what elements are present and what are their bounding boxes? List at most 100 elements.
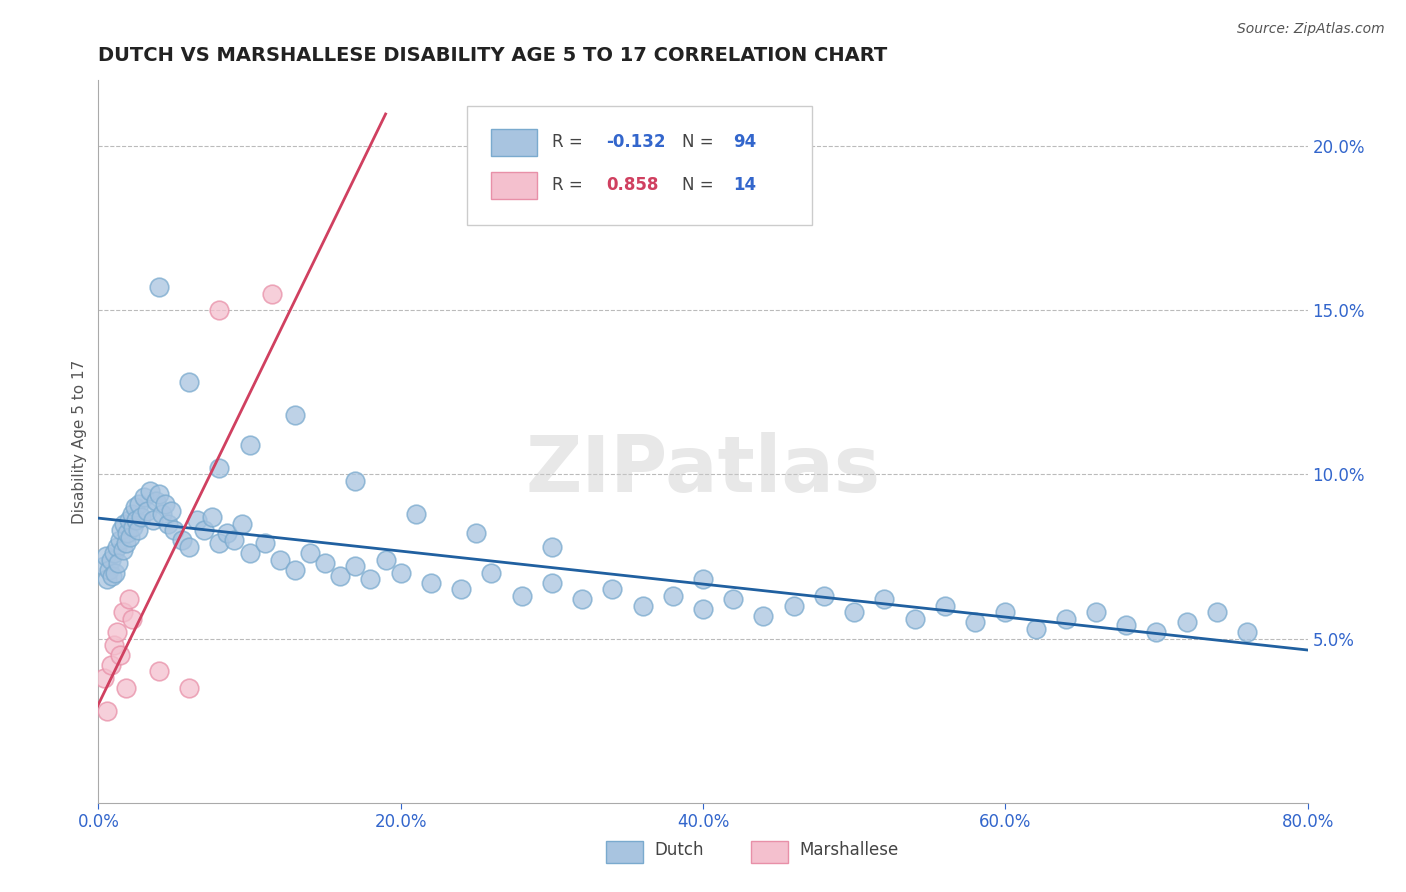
Text: R =: R = [551,176,588,194]
Point [631,599,654,613]
Point [107,556,129,570]
Point [114,681,136,695]
Point [934,599,956,613]
Point [110,523,132,537]
Point [873,592,896,607]
Text: DUTCH VS MARSHALLESE DISABILITY AGE 5 TO 17 CORRELATION CHART: DUTCH VS MARSHALLESE DISABILITY AGE 5 TO… [98,45,887,65]
Text: Source: ZipAtlas.com: Source: ZipAtlas.com [1237,22,1385,37]
Point [208,303,231,318]
Point [540,575,562,590]
Text: 94: 94 [734,133,756,151]
Point [269,553,291,567]
Point [125,513,148,527]
Point [153,497,176,511]
Point [100,657,122,672]
Point [844,605,866,619]
Point [108,533,131,547]
Point [1115,618,1137,632]
Point [127,523,149,537]
Point [105,540,128,554]
Point [93,671,115,685]
Point [111,605,134,619]
Point [420,575,443,590]
Point [120,530,142,544]
Point [108,648,131,662]
Point [145,493,167,508]
Point [114,536,136,550]
Point [239,546,262,560]
Point [98,563,121,577]
Point [170,533,193,547]
Text: N =: N = [682,133,720,151]
Point [94,549,117,564]
Point [103,546,125,560]
Y-axis label: Disability Age 5 to 17: Disability Age 5 to 17 [72,359,87,524]
Point [93,559,115,574]
Point [783,599,806,613]
Point [510,589,533,603]
Point [179,376,201,390]
Point [111,542,134,557]
Point [1175,615,1198,630]
Point [284,409,307,423]
Point [112,516,135,531]
FancyBboxPatch shape [492,128,537,156]
Point [692,573,714,587]
Point [314,556,336,570]
Point [100,553,122,567]
Point [571,592,593,607]
Point [299,546,322,560]
Point [121,507,143,521]
Text: R =: R = [551,133,588,151]
Text: Dutch: Dutch [655,841,704,859]
Point [602,582,624,597]
Point [813,589,835,603]
Point [540,540,562,554]
Point [215,526,238,541]
Point [481,566,503,580]
Point [128,497,150,511]
Point [904,612,927,626]
Text: -0.132: -0.132 [606,133,666,151]
Point [661,589,683,603]
Point [129,510,152,524]
Point [135,503,157,517]
Point [150,507,173,521]
Point [239,438,262,452]
Point [405,507,427,521]
Point [208,460,231,475]
Point [124,500,146,515]
Point [193,523,215,537]
Point [118,513,141,527]
Point [231,516,253,531]
Point [121,612,143,626]
Point [344,559,367,574]
Point [186,513,208,527]
Point [465,526,488,541]
Point [723,592,745,607]
Text: ZIPatlas: ZIPatlas [526,433,880,508]
Point [179,681,201,695]
Point [1085,605,1108,619]
Point [374,553,396,567]
Point [156,516,179,531]
Point [253,536,276,550]
Point [101,569,124,583]
Point [262,286,284,301]
Point [994,605,1017,619]
Point [132,491,155,505]
Point [1144,625,1167,640]
Point [139,483,162,498]
Point [96,704,118,718]
Text: Marshallese: Marshallese [800,841,898,859]
Point [163,523,186,537]
Point [118,592,141,607]
Point [329,569,352,583]
FancyBboxPatch shape [467,105,811,225]
Text: 0.858: 0.858 [606,176,658,194]
Point [208,536,231,550]
Point [284,563,307,577]
Point [103,638,125,652]
Point [104,566,127,580]
Point [965,615,987,630]
